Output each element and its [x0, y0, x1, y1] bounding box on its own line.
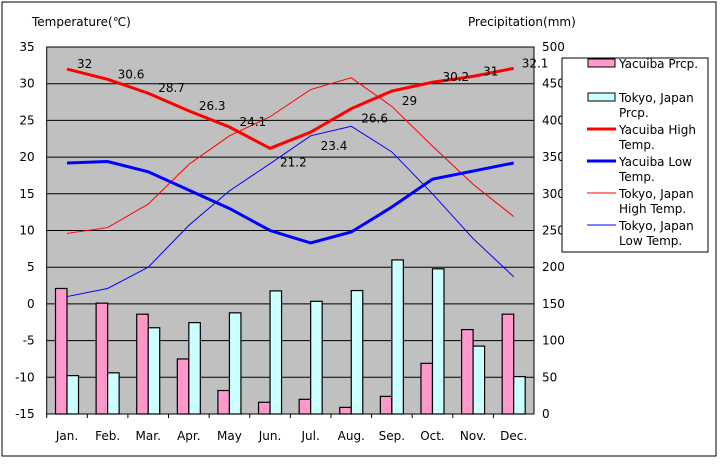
- x-tick-label: Mar.: [136, 429, 161, 443]
- bar-tokyo-prcp: [472, 345, 486, 415]
- left-tick-label: 30: [19, 77, 34, 91]
- right-tick-label: 100: [542, 334, 565, 348]
- right-tick-label: 400: [542, 113, 565, 127]
- legend-label: Tokyo, Japan: [618, 219, 694, 233]
- bar-tokyo-prcp: [66, 375, 80, 415]
- legend-label: Yacuiba High: [618, 123, 696, 137]
- data-label: 23.4: [321, 139, 348, 153]
- data-label: 30.6: [118, 67, 145, 81]
- line-tokyo-japan-high-temp-: [66, 77, 515, 234]
- bar-tokyo-prcp: [310, 300, 323, 415]
- bar-yacuiba-prcp: [95, 302, 109, 415]
- legend-label: Yacuiba Prcp.: [618, 57, 698, 71]
- legend-label: Prcp.: [619, 106, 649, 120]
- data-label: 24.1: [239, 115, 266, 129]
- left-axis-title: Temperature(℃): [31, 15, 131, 29]
- x-tick-label: Aug.: [338, 429, 365, 443]
- legend-label: Tokyo, Japan: [618, 187, 694, 201]
- x-tick-label: Jan.: [55, 429, 78, 443]
- bar-yacuiba-prcp: [501, 313, 515, 415]
- legend-label: Temp.: [618, 138, 655, 152]
- data-label: 26.6: [361, 112, 388, 126]
- left-tick-label: 35: [19, 40, 34, 54]
- bar-tokyo-prcp: [188, 322, 201, 415]
- data-label: 26.3: [199, 99, 226, 113]
- legend-label: Yacuiba Low: [618, 155, 692, 169]
- x-tick-label: Sep.: [379, 429, 405, 443]
- bar-yacuiba-prcp: [217, 389, 231, 415]
- data-label: 30.2: [442, 70, 469, 84]
- legend-swatch: [587, 58, 616, 68]
- left-tick-label: 25: [19, 113, 34, 127]
- x-tick-label: Nov.: [460, 429, 486, 443]
- bar-tokyo-prcp: [107, 372, 120, 415]
- legend-swatch: [587, 92, 616, 102]
- legend-label: High Temp.: [619, 202, 686, 216]
- x-tick-label: May: [217, 429, 242, 443]
- right-tick-label: 350: [542, 150, 565, 164]
- bar-tokyo-prcp: [431, 268, 445, 415]
- left-tick-label: 10: [19, 224, 34, 238]
- left-tick-label: -5: [23, 334, 35, 348]
- right-tick-label: 450: [542, 77, 565, 91]
- left-tick-label: -10: [15, 370, 35, 384]
- data-label: 31: [483, 64, 498, 78]
- data-label: 32: [77, 57, 92, 71]
- bar-yacuiba-prcp: [420, 362, 434, 415]
- bar-yacuiba-prcp: [257, 401, 271, 415]
- legend-label: Low Temp.: [619, 234, 682, 248]
- bar-tokyo-prcp: [350, 289, 364, 415]
- x-tick-label: Dec.: [500, 429, 527, 443]
- left-tick-label: 20: [19, 150, 34, 164]
- legend-label: Tokyo, Japan: [618, 91, 694, 105]
- data-label: 21.2: [280, 155, 307, 169]
- right-tick-label: 250: [542, 224, 565, 238]
- bar-yacuiba-prcp: [379, 395, 393, 415]
- bar-tokyo-prcp: [147, 327, 161, 415]
- bar-tokyo-prcp: [269, 290, 283, 415]
- left-tick-label: 15: [19, 187, 34, 201]
- bar-yacuiba-prcp: [136, 313, 149, 415]
- bar-tokyo-prcp: [391, 259, 404, 415]
- line-tokyo-japan-low-temp-: [66, 125, 515, 298]
- right-tick-label: 50: [542, 370, 557, 384]
- left-tick-label: -15: [15, 407, 35, 421]
- left-tick-label: 0: [27, 297, 35, 311]
- right-tick-label: 300: [542, 187, 565, 201]
- legend-label: Temp.: [618, 170, 655, 184]
- line-yacuiba-high-temp-: [66, 66, 514, 150]
- x-tick-label: Jul.: [301, 429, 320, 443]
- bar-yacuiba-prcp: [176, 358, 190, 415]
- bar-yacuiba-prcp: [54, 287, 68, 415]
- x-tick-label: Apr.: [177, 429, 200, 443]
- line-yacuiba-low-temp-: [66, 159, 514, 245]
- x-tick-label: Feb.: [95, 429, 120, 443]
- bar-tokyo-prcp: [513, 375, 526, 415]
- right-tick-label: 150: [542, 297, 565, 311]
- x-tick-label: Oct.: [420, 429, 445, 443]
- right-tick-label: 500: [542, 40, 565, 54]
- x-tick-label: Jun.: [258, 429, 282, 443]
- bar-tokyo-prcp: [228, 312, 242, 415]
- left-tick-label: 5: [27, 260, 35, 274]
- right-axis-title: Precipitation(mm): [468, 15, 576, 29]
- bar-yacuiba-prcp: [339, 406, 352, 415]
- bar-yacuiba-prcp: [460, 328, 474, 415]
- bar-yacuiba-prcp: [298, 398, 312, 415]
- right-tick-label: 0: [542, 407, 550, 421]
- data-label: 28.7: [158, 81, 185, 95]
- right-tick-label: 200: [542, 260, 565, 274]
- legend-box: [561, 57, 709, 253]
- data-label: 32.1: [522, 56, 549, 70]
- data-label: 29: [402, 94, 417, 108]
